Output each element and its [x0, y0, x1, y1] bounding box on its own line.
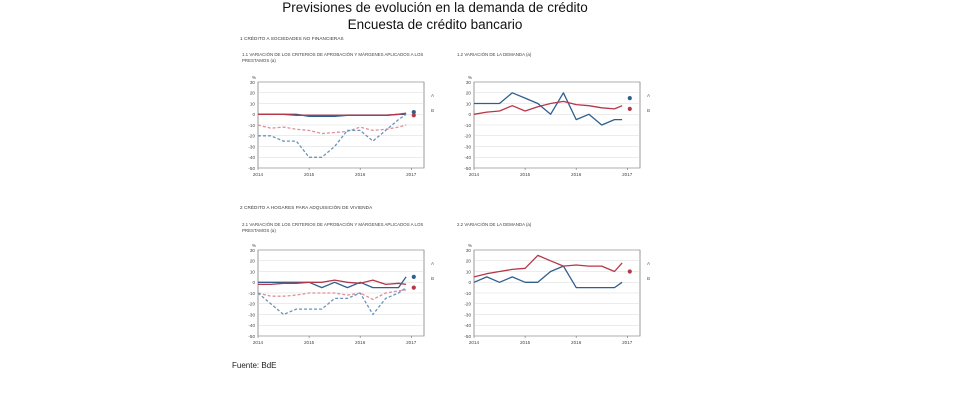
- x-tick-label: 2017: [406, 340, 417, 345]
- x-tick-label: 2016: [571, 340, 582, 345]
- y-tick-label: 30: [250, 80, 256, 85]
- y-tick-label: -50: [464, 166, 471, 171]
- series-line-1: [473, 265, 623, 289]
- x-tick-label: 2014: [469, 172, 480, 177]
- series-line-3: [257, 124, 407, 135]
- forecast-point-1: [627, 269, 632, 274]
- y-tick-label: 20: [250, 259, 256, 264]
- y-tick-label: -30: [248, 144, 255, 149]
- y-tick-label: -50: [248, 334, 255, 339]
- y-tick-label: 20: [466, 259, 472, 264]
- y-tick-label: 10: [250, 269, 256, 274]
- chart-panel-1-2: 30 20 10 0 -10 -20 -30 -40 -50% 2014 2015 2016 2017 A…: [464, 75, 651, 177]
- y-tick-label: -30: [464, 144, 471, 149]
- marker-label-B: B: [431, 108, 434, 113]
- marker-label-B: B: [647, 276, 650, 281]
- y-tick-label: -10: [248, 291, 255, 296]
- y-tick-label: 0: [468, 112, 471, 117]
- chart-panel-1-1: 30 20 10 0 -10 -20 -30 -40 -50% 2014 2015 2016 2017 A…: [248, 75, 435, 177]
- y-tick-label: 10: [466, 101, 472, 106]
- y-tick-label: 0: [468, 280, 471, 285]
- y-tick-label: -20: [248, 302, 255, 307]
- panel-title-1-2: 1.2 VARIACIÓN DE LA DEMANDA (a): [457, 52, 532, 57]
- forecast-point-2: [411, 113, 416, 118]
- x-tick-label: 2014: [253, 340, 264, 345]
- panel-title-1-1: 1.1 VARIACIÓN DE LOS CRITERIOS DE APROBA…: [242, 52, 424, 63]
- marker-label-A: A: [431, 261, 435, 266]
- y-tick-label: -20: [464, 302, 471, 307]
- x-tick-label: 2014: [253, 172, 264, 177]
- forecast-point-1: [627, 96, 632, 101]
- section-label-1: 1 CRÉDITO A SOCIEDADES NO FINANCIERAS: [240, 36, 344, 41]
- forecast-point-2: [411, 285, 416, 290]
- series-line-3: [257, 289, 407, 301]
- y-tick-label: 20: [250, 91, 256, 96]
- series-line-1: [258, 276, 407, 289]
- y-tick-label: -50: [248, 166, 255, 171]
- chart-panel-2-1: 30 20 10 0 -10 -20 -30 -40 -50% 2014 2015 2016 2017 A…: [248, 243, 435, 345]
- y-tick-label: 10: [466, 269, 472, 274]
- series-line-2: [258, 112, 407, 116]
- y-tick-label: 0: [252, 280, 255, 285]
- y-unit-label: %: [252, 243, 256, 248]
- series-line-4: [257, 287, 407, 316]
- panel-title-2-2: 2.2 VARIACIÓN DE LA DEMANDA (a): [457, 222, 532, 227]
- y-unit-label: %: [468, 75, 472, 80]
- x-tick-label: 2014: [469, 340, 480, 345]
- series-line-1: [474, 92, 623, 126]
- marker-label-B: B: [647, 108, 650, 113]
- y-tick-label: -40: [464, 323, 471, 328]
- y-tick-label: 20: [466, 91, 472, 96]
- x-tick-label: 2017: [622, 340, 633, 345]
- marker-label-B: B: [431, 276, 434, 281]
- series-line-2: [258, 279, 407, 286]
- y-unit-label: %: [468, 243, 472, 248]
- x-tick-label: 2016: [355, 172, 366, 177]
- x-tick-label: 2017: [406, 172, 417, 177]
- page-subtitle: Encuesta de crédito bancario: [347, 17, 523, 32]
- forecast-point-1: [411, 274, 416, 279]
- forecast-point-1: [411, 110, 416, 115]
- chart-panel-2-2: 30 20 10 0 -10 -20 -30 -40 -50% 2014 2015 2016 2017 A…: [464, 243, 651, 345]
- y-tick-label: -10: [464, 291, 471, 296]
- x-tick-label: 2016: [355, 340, 366, 345]
- series-line-2: [473, 254, 623, 278]
- x-tick-label: 2015: [304, 340, 315, 345]
- y-tick-label: -20: [464, 134, 471, 139]
- x-tick-label: 2017: [622, 172, 633, 177]
- y-tick-label: -20: [248, 134, 255, 139]
- y-tick-label: -10: [248, 123, 255, 128]
- y-tick-label: 0: [252, 112, 255, 117]
- marker-label-A: A: [647, 261, 651, 266]
- x-tick-label: 2015: [520, 172, 531, 177]
- y-tick-label: -30: [464, 312, 471, 317]
- x-tick-label: 2015: [520, 340, 531, 345]
- forecast-point-2: [627, 106, 632, 111]
- y-tick-label: 30: [250, 248, 256, 253]
- y-tick-label: -50: [464, 334, 471, 339]
- y-tick-label: -30: [248, 312, 255, 317]
- marker-label-A: A: [647, 93, 651, 98]
- y-tick-label: 30: [466, 248, 472, 253]
- y-tick-label: -40: [248, 323, 255, 328]
- x-tick-label: 2016: [571, 172, 582, 177]
- y-unit-label: %: [252, 75, 256, 80]
- x-tick-label: 2015: [304, 172, 315, 177]
- page-title: Previsiones de evolución en la demanda d…: [282, 0, 588, 15]
- source-note: Fuente: BdE: [232, 361, 277, 370]
- marker-label-A: A: [431, 93, 435, 98]
- y-tick-label: -40: [464, 155, 471, 160]
- series-line-4: [258, 113, 407, 158]
- panel-title-2-1: 2.1 VARIACIÓN DE LOS CRITERIOS DE APROBA…: [242, 222, 424, 233]
- y-tick-label: 30: [466, 80, 472, 85]
- y-tick-label: -10: [464, 123, 471, 128]
- y-tick-label: 10: [250, 101, 256, 106]
- section-label-2: 2 CRÉDITO A HOGARES PARA ADQUISICIÓN DE …: [240, 205, 373, 210]
- series-line-2: [473, 100, 623, 115]
- y-tick-label: -40: [248, 155, 255, 160]
